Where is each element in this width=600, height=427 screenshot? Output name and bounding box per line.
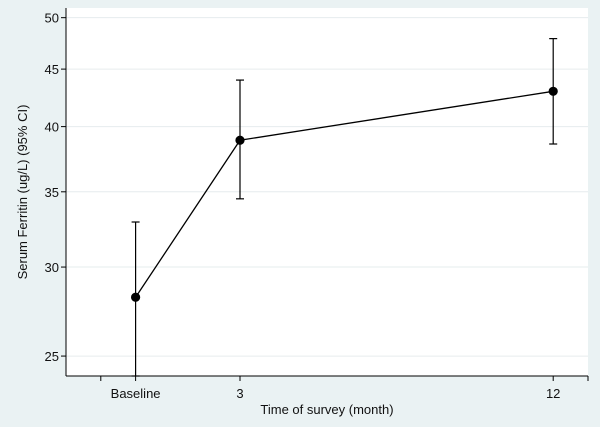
- x-axis-title: Time of survey (month): [260, 402, 393, 417]
- x-tick-label: 12: [546, 386, 560, 401]
- x-tick-label: 3: [236, 386, 243, 401]
- series: [131, 38, 558, 377]
- y-tick-label: 40: [45, 120, 59, 135]
- data-point: [131, 292, 141, 302]
- axes: 25 30 35 40 45 50 Baseline 3 12: [45, 8, 589, 401]
- data-point: [235, 135, 245, 145]
- data-point: [548, 86, 558, 96]
- x-tick-label: Baseline: [111, 386, 161, 401]
- y-tick-label: 35: [45, 185, 59, 200]
- y-tick-label: 50: [45, 11, 59, 26]
- y-tick-label: 45: [45, 62, 59, 77]
- y-tick-label: 30: [45, 260, 59, 275]
- y-axis-title: Serum Ferritin (ug/L) (95% CI): [15, 105, 30, 280]
- y-tick-label: 25: [45, 349, 59, 364]
